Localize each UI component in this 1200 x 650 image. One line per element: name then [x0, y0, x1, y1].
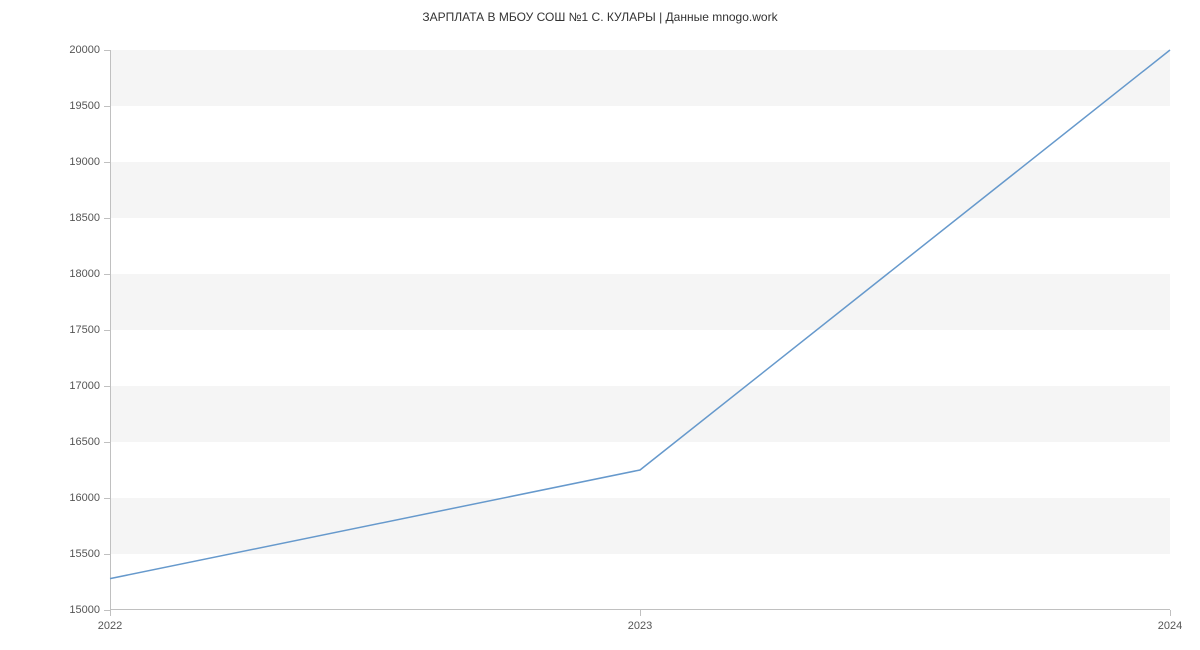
y-axis-label: 16000: [69, 492, 110, 504]
chart-title: ЗАРПЛАТА В МБОУ СОШ №1 С. КУЛАРЫ | Данны…: [0, 0, 1200, 24]
y-axis-label: 15500: [69, 548, 110, 560]
x-axis-label: 2023: [628, 610, 652, 632]
x-axis-label: 2024: [1158, 610, 1182, 632]
x-axis-label: 2022: [98, 610, 122, 632]
line-series-svg: [110, 50, 1170, 610]
y-axis-label: 18500: [69, 212, 110, 224]
y-axis-label: 17500: [69, 324, 110, 336]
series-line: [110, 50, 1170, 579]
y-axis-label: 16500: [69, 436, 110, 448]
y-axis-label: 19500: [69, 100, 110, 112]
y-axis-label: 18000: [69, 268, 110, 280]
y-axis-label: 20000: [69, 44, 110, 56]
chart-area: 1500015500160001650017000175001800018500…: [110, 50, 1170, 610]
y-axis-label: 19000: [69, 156, 110, 168]
y-axis-label: 17000: [69, 380, 110, 392]
